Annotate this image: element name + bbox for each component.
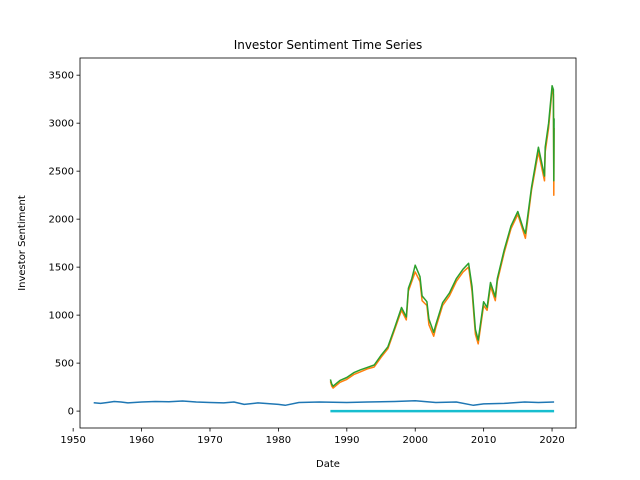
- y-tick-label: 0: [68, 407, 74, 418]
- y-axis-label: Investor Sentiment: [17, 195, 28, 291]
- y-tick-label: 2000: [49, 215, 74, 226]
- chart-title: Investor Sentiment Time Series: [234, 38, 423, 52]
- y-tick-label: 3500: [49, 71, 74, 82]
- y-tick-label: 3000: [49, 119, 74, 130]
- y-tick-label: 2500: [49, 167, 74, 178]
- y-axis: 0 500 1000 1500 2000 2500 3000 3500: [49, 71, 80, 418]
- x-tick-label: 1950: [60, 435, 85, 446]
- y-tick-label: 500: [55, 359, 74, 370]
- plot-frame: [79, 57, 577, 429]
- series-line-1: [93, 399, 555, 407]
- y-tick-label: 1500: [49, 263, 74, 274]
- x-tick-label: 2000: [403, 435, 428, 446]
- x-tick-label: 1970: [197, 435, 222, 446]
- x-tick-label: 2010: [471, 435, 496, 446]
- x-tick-label: 1960: [129, 435, 154, 446]
- x-axis-label: Date: [316, 459, 340, 470]
- series-line-3: [329, 84, 555, 387]
- x-tick-label: 1980: [266, 435, 291, 446]
- x-tick-label: 1990: [334, 435, 359, 446]
- x-tick-label: 2020: [539, 435, 564, 446]
- x-axis: 1950 1960 1970 1980 1990 2000 2010 2020: [60, 428, 565, 446]
- series-layer: [93, 84, 555, 413]
- y-tick-label: 1000: [49, 311, 74, 322]
